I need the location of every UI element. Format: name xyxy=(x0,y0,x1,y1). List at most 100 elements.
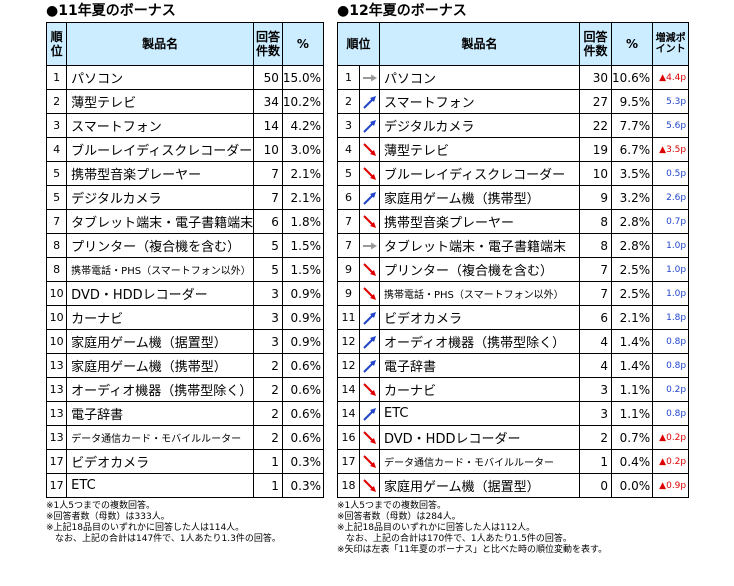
rank-cell: 10 xyxy=(45,305,68,330)
change-points-cell: ▲4.4p xyxy=(652,65,690,90)
rank-cell: 5 xyxy=(45,185,68,210)
product-name-cell: データ通信カード・モバイルルーター xyxy=(379,449,580,474)
rank-header: 順位 xyxy=(45,22,68,66)
count-cell: 2 xyxy=(253,353,283,378)
table-row: 8 プリンター（複合機を含む） 5 1.5% xyxy=(45,233,325,258)
rank-cell: 8 xyxy=(45,257,68,282)
rank-cell: 13 xyxy=(45,377,68,402)
note-line: なお、上記の合計は147件で、1人あたり1.3件の回答。 xyxy=(46,534,281,544)
table-row: 10 家庭用ゲーム機（据置型） 3 0.9% xyxy=(45,329,325,354)
pct-cell: 0.9% xyxy=(281,329,325,354)
count-cell: 4 xyxy=(579,329,612,354)
table-row: 13 オーディオ機器（携帯型除く） 2 0.6% xyxy=(45,377,325,402)
count-cell: 8 xyxy=(579,209,612,234)
rank-cell: 17 xyxy=(337,449,360,474)
arrow-down-right-icon xyxy=(361,478,379,494)
pct-cell: 0.0% xyxy=(610,473,654,498)
arrow-down-right-icon xyxy=(361,262,379,278)
product-name-cell: 家庭用ゲーム機（据置型） xyxy=(66,329,255,354)
pct-cell: 0.6% xyxy=(281,425,325,450)
pct-cell: 1.5% xyxy=(281,233,325,258)
arrow-up-right-icon xyxy=(361,94,379,110)
change-points-cell: ▲0.2p xyxy=(652,449,690,474)
table-row: 10 カーナビ 3 0.9% xyxy=(45,305,325,330)
count-cell: 6 xyxy=(253,209,283,234)
rank-cell: 16 xyxy=(337,425,360,450)
rank-cell: 12 xyxy=(337,329,360,354)
rank-cell: 14 xyxy=(337,401,360,426)
product-name-cell: ブルーレイディスクレコーダー xyxy=(379,161,580,186)
count-cell: 19 xyxy=(579,137,612,162)
rank-change-arrow-cell xyxy=(359,305,380,330)
pct-cell: 0.6% xyxy=(281,377,325,402)
product-name-cell: オーディオ機器（携帯型除く） xyxy=(66,377,255,402)
product-name-cell: オーディオ機器（携帯型除く） xyxy=(379,329,580,354)
count-cell: 7 xyxy=(579,281,612,306)
pct-cell: 3.0% xyxy=(281,137,325,162)
table-row: 18 家庭用ゲーム機（据置型） 0 0.0% ▲0.9p xyxy=(337,473,690,498)
product-name-cell: 携帯型音楽プレーヤー xyxy=(379,209,580,234)
rank-change-arrow-cell xyxy=(359,425,380,450)
count-header: 回答件数 xyxy=(253,22,283,66)
count-cell: 9 xyxy=(579,185,612,210)
rank-change-arrow-cell xyxy=(359,233,380,258)
change-points-cell: 1.0p xyxy=(652,233,690,258)
change-points-cell: ▲0.2p xyxy=(652,425,690,450)
pct-cell: 2.1% xyxy=(610,305,654,330)
pct-cell: 0.6% xyxy=(281,401,325,426)
count-cell: 2 xyxy=(253,425,283,450)
product-name-cell: タブレット端末・電子書籍端末 xyxy=(379,233,580,258)
pct-cell: 0.9% xyxy=(281,281,325,306)
pct-cell: 0.3% xyxy=(281,449,325,474)
table-row: 3 スマートフォン 14 4.2% xyxy=(45,113,325,138)
arrow-right-icon xyxy=(361,70,379,86)
product-name-cell: プリンター（複合機を含む） xyxy=(379,257,580,282)
rank-cell: 8 xyxy=(45,233,68,258)
rank-cell: 9 xyxy=(337,257,360,282)
product-name-cell: 電子辞書 xyxy=(66,401,255,426)
table-row: 17 ビデオカメラ 1 0.3% xyxy=(45,449,325,474)
change-points-cell: 1.0p xyxy=(652,257,690,282)
product-header: 製品名 xyxy=(379,22,580,66)
table-row: 17 データ通信カード・モバイルルーター 1 0.4% ▲0.2p xyxy=(337,449,690,474)
rank-cell: 1 xyxy=(45,65,68,90)
product-name-cell: タブレット端末・電子書籍端末 xyxy=(66,209,255,234)
table-row: 14 カーナビ 3 1.1% 0.2p xyxy=(337,377,690,402)
change-points-cell: 1.0p xyxy=(652,281,690,306)
product-name-cell: 家庭用ゲーム機（携帯型） xyxy=(379,185,580,210)
count-cell: 7 xyxy=(579,257,612,282)
product-name-cell: パソコン xyxy=(379,65,580,90)
rank-change-arrow-cell xyxy=(359,161,380,186)
pct-cell: 6.7% xyxy=(610,137,654,162)
count-cell: 30 xyxy=(579,65,612,90)
rank-cell: 2 xyxy=(337,89,360,114)
rank-cell: 6 xyxy=(337,185,360,210)
pct-cell: 7.7% xyxy=(610,113,654,138)
table-row: 9 プリンター（複合機を含む） 7 2.5% 1.0p xyxy=(337,257,690,282)
note-line: ※1人5つまでの複数回答。 xyxy=(46,501,155,511)
arrow-down-right-icon xyxy=(361,430,379,446)
table-row: 14 ETC 3 1.1% 0.8p xyxy=(337,401,690,426)
rank-header: 順位 xyxy=(337,22,380,66)
count-cell: 3 xyxy=(253,329,283,354)
rank-cell: 7 xyxy=(45,209,68,234)
rank-cell: 2 xyxy=(45,89,68,114)
product-header: 製品名 xyxy=(66,22,255,66)
rank-change-arrow-cell xyxy=(359,449,380,474)
left-ranking-table: 順位 製品名 回答件数 % 1 パソコン 50 15.0% 2 薄型テレビ 34 10.2% 3… xyxy=(45,22,325,498)
product-name-cell: 家庭用ゲーム機（携帯型） xyxy=(66,353,255,378)
note-line: なお、上記の合計は170件で、1人あたり1.5件の回答。 xyxy=(337,534,572,544)
table-row: 12 オーディオ機器（携帯型除く） 4 1.4% 0.8p xyxy=(337,329,690,354)
count-cell: 7 xyxy=(253,185,283,210)
count-cell: 3 xyxy=(579,401,612,426)
table-row: 17 ETC 1 0.3% xyxy=(45,473,325,498)
table-row: 7 タブレット端末・電子書籍端末 8 2.8% 1.0p xyxy=(337,233,690,258)
pct-cell: 0.9% xyxy=(281,305,325,330)
pct-cell: 0.6% xyxy=(281,353,325,378)
table-row: 4 ブルーレイディスクレコーダー 10 3.0% xyxy=(45,137,325,162)
left-notes: ※1人5つまでの複数回答。 ※回答者数（母数）は333人。 ※上記18品目のいずれか… xyxy=(46,501,324,545)
rank-change-arrow-cell xyxy=(359,401,380,426)
pct-cell: 4.2% xyxy=(281,113,325,138)
rank-change-arrow-cell xyxy=(359,185,380,210)
rank-cell: 18 xyxy=(337,473,360,498)
